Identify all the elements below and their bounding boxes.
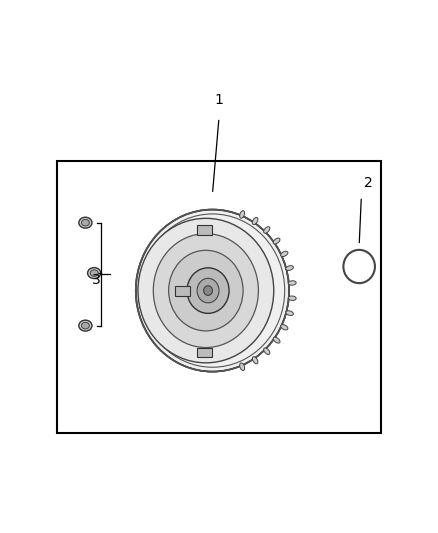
Text: 2: 2 bbox=[364, 176, 372, 190]
Ellipse shape bbox=[187, 268, 229, 313]
Ellipse shape bbox=[197, 278, 219, 303]
Ellipse shape bbox=[264, 227, 270, 233]
Ellipse shape bbox=[240, 363, 244, 370]
Ellipse shape bbox=[81, 220, 89, 226]
FancyBboxPatch shape bbox=[197, 348, 212, 357]
Ellipse shape bbox=[273, 337, 280, 343]
Ellipse shape bbox=[136, 209, 289, 372]
FancyBboxPatch shape bbox=[197, 225, 212, 235]
Ellipse shape bbox=[281, 251, 288, 256]
Ellipse shape bbox=[273, 238, 280, 244]
Ellipse shape bbox=[204, 286, 212, 295]
Ellipse shape bbox=[88, 268, 101, 279]
Text: 3: 3 bbox=[92, 273, 101, 287]
FancyBboxPatch shape bbox=[175, 286, 190, 296]
Ellipse shape bbox=[286, 265, 293, 270]
Ellipse shape bbox=[138, 219, 274, 363]
Ellipse shape bbox=[240, 211, 244, 218]
Ellipse shape bbox=[288, 296, 296, 301]
Ellipse shape bbox=[264, 348, 270, 354]
Ellipse shape bbox=[90, 270, 98, 276]
Ellipse shape bbox=[252, 217, 258, 224]
Ellipse shape bbox=[79, 320, 92, 331]
Ellipse shape bbox=[281, 325, 288, 330]
Text: 1: 1 bbox=[215, 93, 223, 107]
Ellipse shape bbox=[79, 217, 92, 228]
Ellipse shape bbox=[252, 357, 258, 364]
Ellipse shape bbox=[288, 281, 296, 285]
Ellipse shape bbox=[153, 233, 258, 348]
Ellipse shape bbox=[286, 311, 293, 316]
Ellipse shape bbox=[81, 322, 89, 329]
Ellipse shape bbox=[169, 251, 243, 331]
